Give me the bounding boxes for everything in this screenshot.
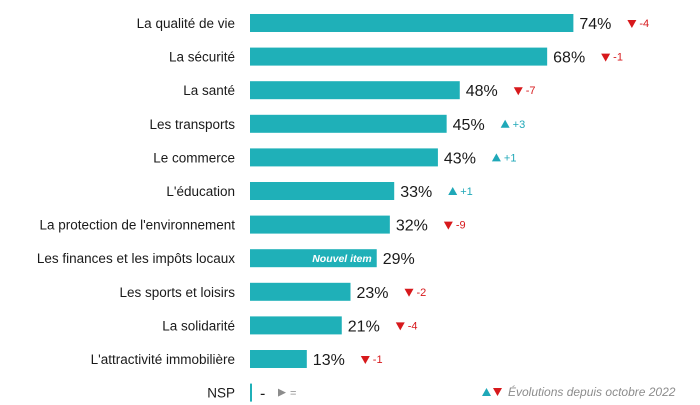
value-label: 32%	[396, 218, 428, 235]
up-triangle-icon	[500, 119, 510, 128]
down-triangle-icon	[360, 356, 370, 364]
bar	[250, 215, 390, 234]
legend-down-triangle-icon	[493, 388, 502, 396]
legend-up-triangle-icon	[482, 388, 491, 396]
change-label: -2	[417, 287, 427, 299]
value-label: 68%	[553, 50, 585, 67]
bar	[250, 14, 574, 32]
category-label: Les sports et loisirs	[119, 285, 235, 300]
bar	[250, 282, 351, 301]
right-triangle-icon	[278, 388, 286, 397]
bars-layer	[250, 14, 574, 402]
up-triangle-icon	[491, 153, 501, 162]
change-label: -1	[613, 52, 623, 64]
category-label: La protection de l'environnement	[40, 218, 236, 233]
value-label: 29%	[383, 251, 415, 268]
value-label: 48%	[466, 83, 498, 100]
category-label: NSP	[207, 386, 235, 401]
bar	[250, 350, 307, 368]
down-triangle-icon	[404, 288, 414, 297]
bar	[250, 383, 252, 402]
value-label: 21%	[348, 318, 380, 335]
category-label: La qualité de vie	[137, 16, 235, 31]
new-item-badge: Nouvel item	[312, 253, 372, 265]
value-label: 23%	[357, 285, 389, 302]
category-label: La santé	[183, 83, 235, 98]
down-triangle-icon	[395, 322, 405, 331]
value-label: 45%	[453, 117, 485, 134]
category-label: La solidarité	[162, 318, 235, 333]
change-label: +1	[460, 186, 473, 198]
change-label: -9	[456, 220, 466, 232]
bar	[250, 182, 395, 200]
labels-layer: La qualité de vie 74% -4 La sécurité 68% -1 La…	[37, 16, 649, 403]
down-triangle-icon	[627, 20, 637, 28]
up-triangle-icon	[448, 187, 458, 195]
change-label: +3	[513, 119, 526, 131]
value-label: 43%	[444, 150, 476, 167]
value-label: 33%	[400, 184, 432, 201]
change-label: +1	[504, 152, 517, 164]
category-label: Les transports	[149, 117, 235, 132]
bar	[250, 114, 447, 133]
change-label: -4	[639, 18, 649, 30]
bar	[250, 81, 460, 100]
value-label: 74%	[579, 16, 611, 33]
down-triangle-icon	[443, 221, 453, 230]
legend: Évolutions depuis octobre 2022	[482, 384, 676, 399]
category-label: Les finances et les impôts locaux	[37, 251, 235, 266]
bar	[250, 249, 377, 268]
category-label: L'éducation	[166, 184, 235, 199]
category-label: Le commerce	[153, 150, 235, 165]
change-label: -1	[373, 354, 383, 366]
change-label: =	[290, 388, 296, 400]
bar	[250, 47, 548, 66]
legend-text: Évolutions depuis octobre 2022	[508, 384, 676, 399]
category-label: L'attractivité immobilière	[91, 352, 235, 367]
bar	[250, 316, 342, 335]
value-label: 13%	[313, 352, 345, 369]
down-triangle-icon	[601, 53, 611, 62]
bar	[250, 148, 438, 167]
change-label: -4	[408, 320, 418, 332]
down-triangle-icon	[513, 87, 523, 96]
change-label: -7	[526, 85, 536, 97]
category-label: La sécurité	[169, 50, 235, 65]
value-label: -	[260, 386, 265, 403]
